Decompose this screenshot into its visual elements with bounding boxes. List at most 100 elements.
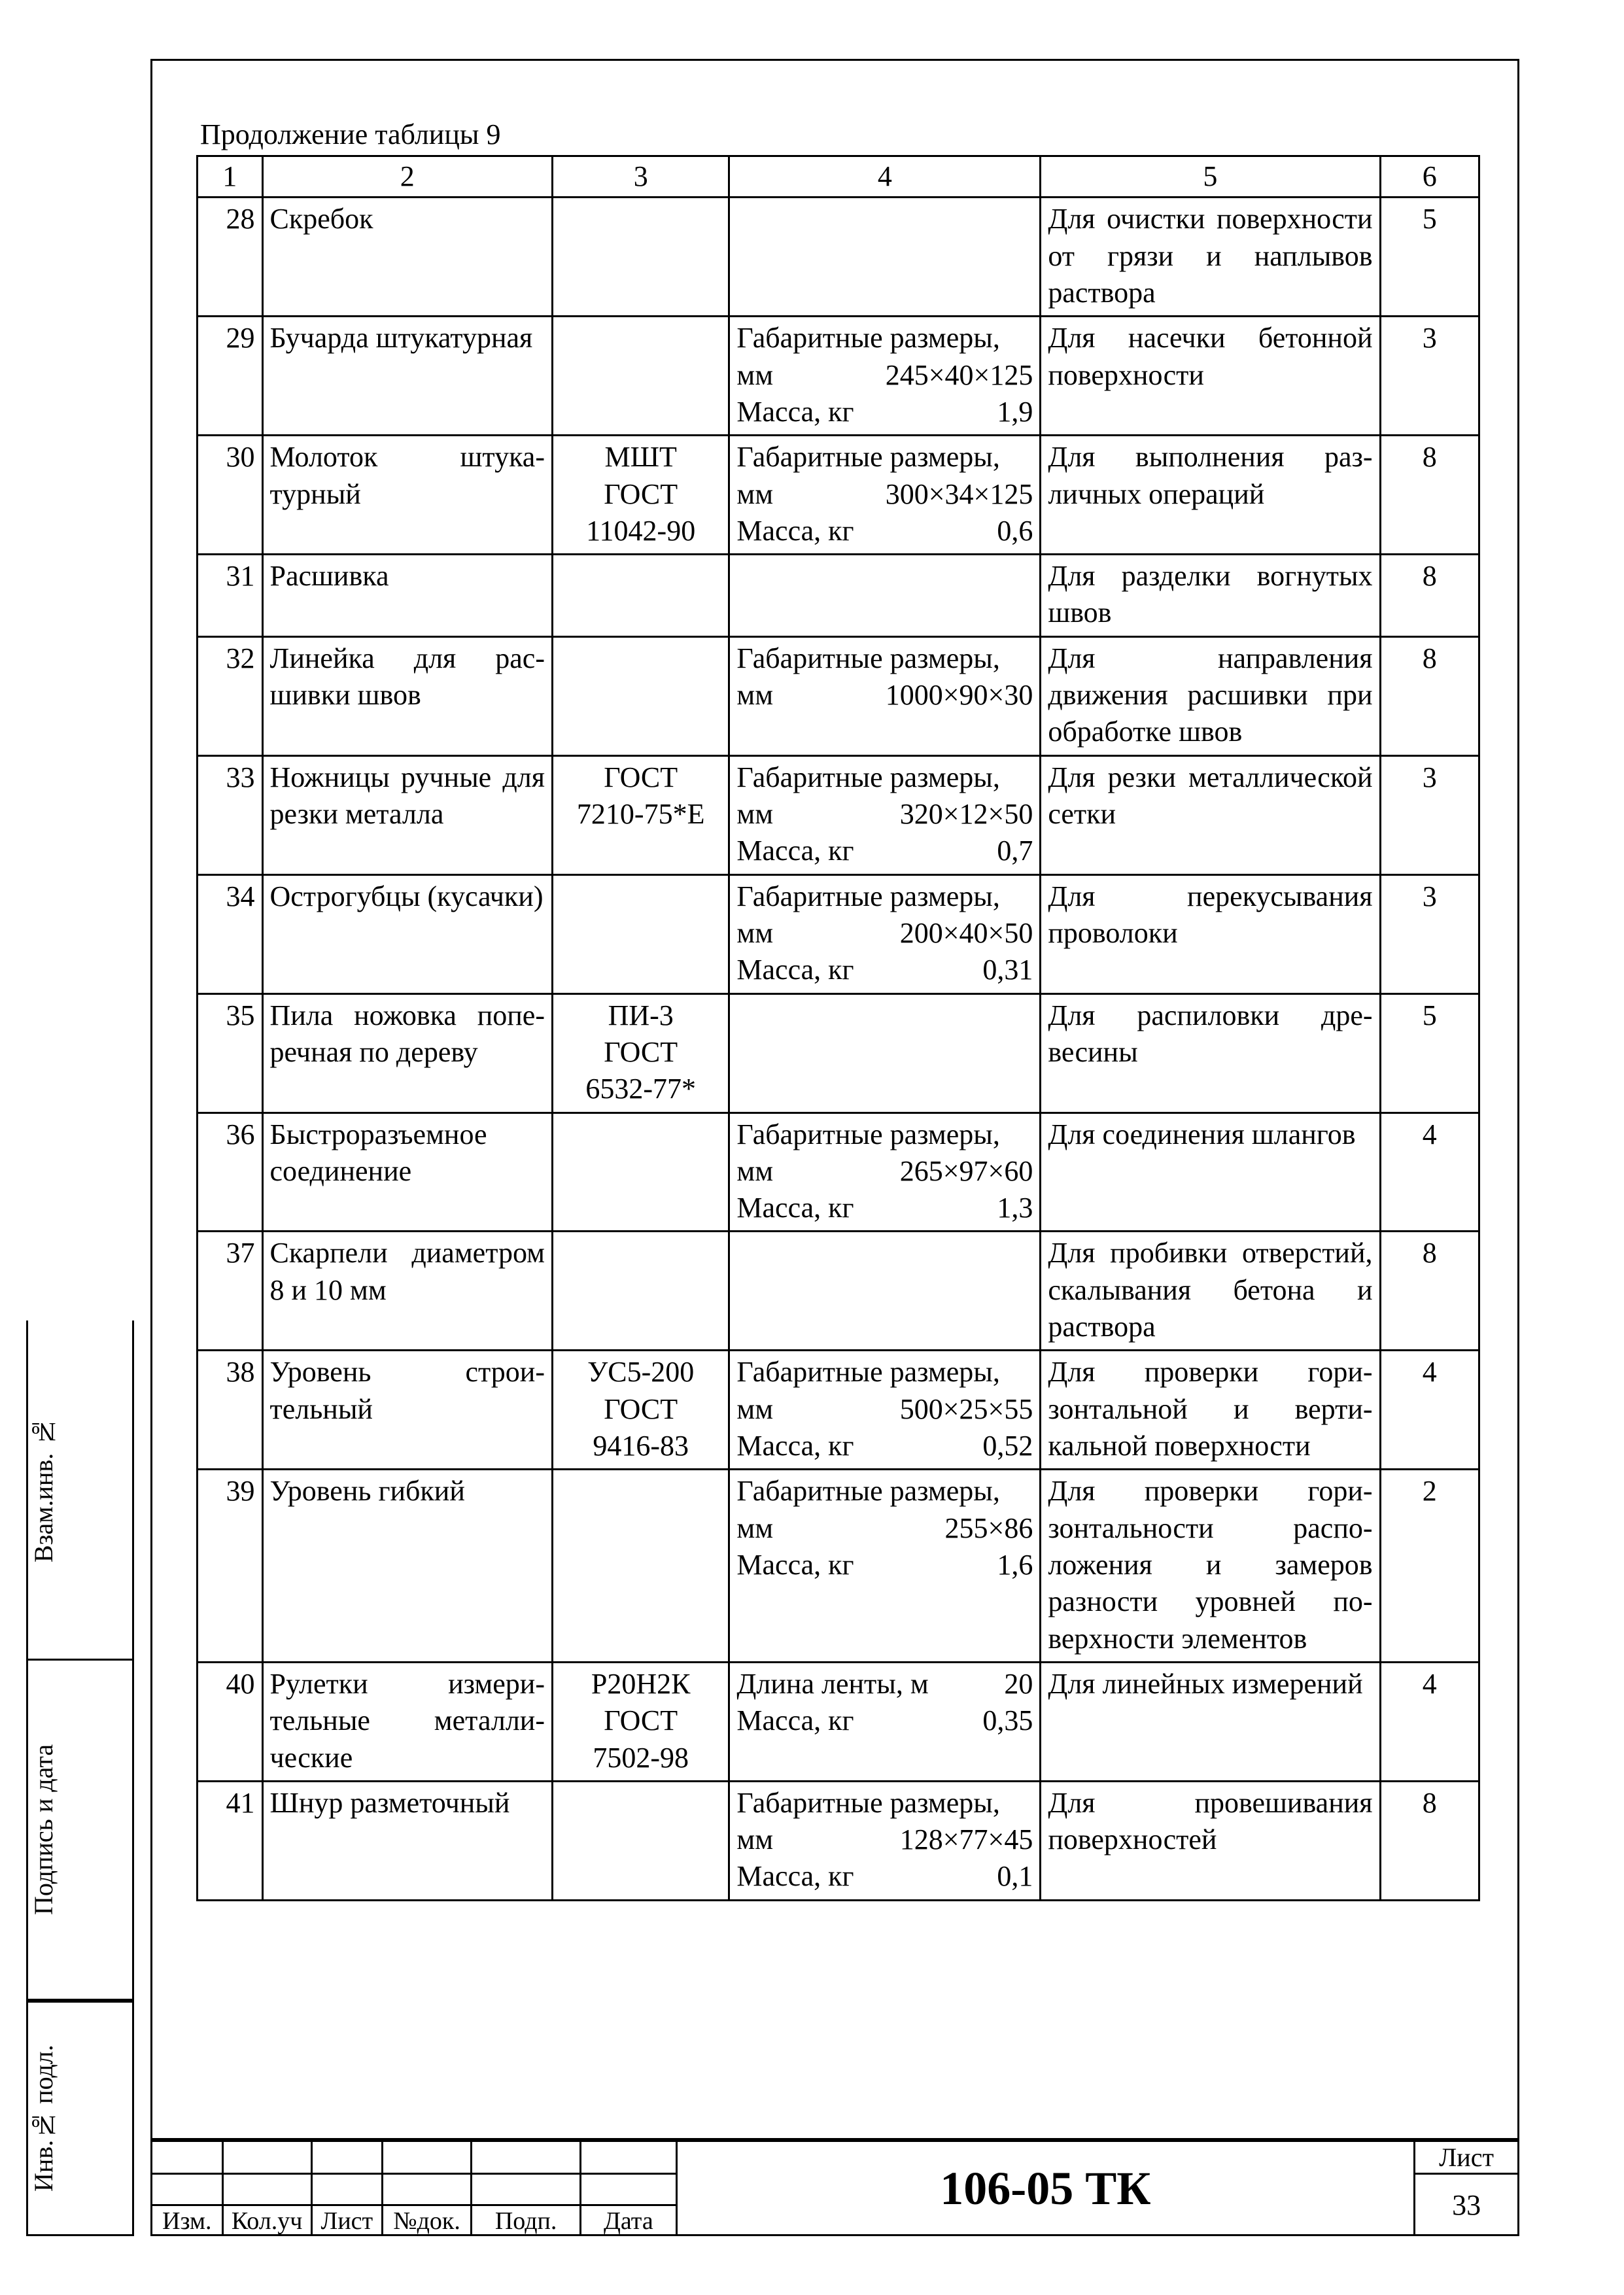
stamp-cell: Лист <box>311 2205 383 2236</box>
item-purpose: Для насечки бетон­ной поверхности <box>1041 317 1380 436</box>
row-number: 29 <box>198 317 263 436</box>
item-purpose: Для направления движения расшивки при об… <box>1041 636 1380 755</box>
item-qty: 8 <box>1380 555 1479 637</box>
item-standard: Р20Н2КГОСТ7502-98 <box>552 1662 729 1781</box>
table-row: 41Шнур разметоч­ныйГабаритные размеры,мм… <box>198 1781 1479 1900</box>
side-box-vzam: Взам.инв. № <box>26 1320 134 1661</box>
item-standard <box>552 1113 729 1232</box>
stamp-cell <box>311 2173 383 2205</box>
stamp-cell <box>383 2141 472 2173</box>
table-row: 31Расшивка Для разделки вогну­тых швов8 <box>198 555 1479 637</box>
stamp-cell <box>152 2141 223 2173</box>
table-row: 29Бучарда штукатур­наяГабаритные размеры… <box>198 317 1479 436</box>
stamp-cell <box>222 2141 311 2173</box>
title-block: 106-05 ТК Лист 33 Изм. Кол.уч Лист №док.… <box>150 2138 1519 2237</box>
stamp-cell <box>311 2141 383 2173</box>
stamp-cell <box>472 2141 581 2173</box>
side-label: Взам.инв. № <box>28 1334 59 1646</box>
table-row: 40Рулетки измери­тельные металли­ческиеР… <box>198 1662 1479 1781</box>
table-row: 39Уровень гибкий Габаритные размеры,мм255… <box>198 1470 1479 1663</box>
item-qty: 3 <box>1380 755 1479 874</box>
item-dimensions: Габаритные размеры,мм128×77×45Масса, кг0… <box>729 1781 1041 1900</box>
side-box-inv: Инв.№ подл. <box>26 2001 134 2236</box>
item-purpose: Для распиловки дре­весины <box>1041 993 1380 1113</box>
item-dimensions <box>729 198 1041 317</box>
item-dimensions <box>729 1232 1041 1351</box>
item-purpose: Для выполнения раз­личных операций <box>1041 436 1380 555</box>
table-row: 36Быстроразъемное соединениеГабаритные р… <box>198 1113 1479 1232</box>
stamp-cell <box>581 2173 676 2205</box>
item-name: Расшивка <box>262 555 552 637</box>
item-name: Рулетки измери­тельные металли­ческие <box>262 1662 552 1781</box>
item-qty: 8 <box>1380 1232 1479 1351</box>
content-area: Продолжение таблицы 9 1 2 3 4 5 6 28Скре… <box>196 118 1480 1901</box>
item-name: Скребок <box>262 198 552 317</box>
item-standard <box>552 1232 729 1351</box>
item-standard: УС5-200ГОСТ9416-83 <box>552 1351 729 1470</box>
row-number: 41 <box>198 1781 263 1900</box>
item-dimensions: Габаритные размеры,мм320×12×50Масса, кг0… <box>729 755 1041 874</box>
row-number: 34 <box>198 874 263 993</box>
item-purpose: Для линейных изме­рений <box>1041 1662 1380 1781</box>
row-number: 35 <box>198 993 263 1113</box>
item-standard <box>552 1781 729 1900</box>
item-standard <box>552 198 729 317</box>
side-title-stack: Инв.№ подл. Подпись и дата Взам.инв. № <box>26 1320 134 2236</box>
stamp-cell: Кол.уч <box>222 2205 311 2236</box>
stamp-cell: Дата <box>581 2205 676 2236</box>
item-purpose: Для разделки вогну­тых швов <box>1041 555 1380 637</box>
item-dimensions: Длина ленты, м20Масса, кг0,35 <box>729 1662 1041 1781</box>
sheet-label: Лист <box>1415 2141 1519 2173</box>
item-purpose: Для резки металли­ческой сетки <box>1041 755 1380 874</box>
item-dimensions: Габаритные размеры,мм300×34×125Масса, кг… <box>729 436 1041 555</box>
item-name: Пила ножовка попе­речная по дереву <box>262 993 552 1113</box>
table-row: 35Пила ножовка попе­речная по деревуПИ-3… <box>198 993 1479 1113</box>
stamp-cell: №док. <box>383 2205 472 2236</box>
side-label: Инв.№ подл. <box>28 2016 59 2221</box>
stamp-cell: Изм. <box>152 2205 223 2236</box>
row-number: 31 <box>198 555 263 637</box>
table-header-row: 1 2 3 4 5 6 <box>198 156 1479 198</box>
item-standard <box>552 1470 729 1663</box>
item-dimensions <box>729 993 1041 1113</box>
item-name: Линейка для рас­шивки швов <box>262 636 552 755</box>
row-number: 37 <box>198 1232 263 1351</box>
item-qty: 5 <box>1380 198 1479 317</box>
table-row: 34Острогубцы (ку­сачки) Габаритные размер… <box>198 874 1479 993</box>
row-number: 39 <box>198 1470 263 1663</box>
table-row: 38Уровень строи­тельныйУС5-200ГОСТ9416-8… <box>198 1351 1479 1470</box>
item-standard: МШТГОСТ11042-90 <box>552 436 729 555</box>
item-purpose: Для очистки поверхно­сти от грязи и напл… <box>1041 198 1380 317</box>
item-dimensions: Габаритные размеры,мм500×25×55Масса, кг0… <box>729 1351 1041 1470</box>
side-box-sign: Подпись и дата <box>26 1661 134 2001</box>
item-standard: ГОСТ7210-75*Е <box>552 755 729 874</box>
item-name: Уровень гибкий <box>262 1470 552 1663</box>
item-purpose: Для проверки гори­зонтальности распо­лож… <box>1041 1470 1380 1663</box>
item-standard <box>552 317 729 436</box>
item-qty: 4 <box>1380 1351 1479 1470</box>
item-purpose: Для проверки гори­зонтальной и верти­кал… <box>1041 1351 1380 1470</box>
table-row: 28СкребокДля очистки поверхно­сти от гря… <box>198 198 1479 317</box>
col-header: 2 <box>262 156 552 198</box>
table-row: 33Ножницы ручные для резки металлаГОСТ72… <box>198 755 1479 874</box>
item-qty: 8 <box>1380 636 1479 755</box>
item-name: Острогубцы (ку­сачки) <box>262 874 552 993</box>
stamp-cell <box>472 2173 581 2205</box>
item-standard <box>552 874 729 993</box>
table-row: 37Скарпели диамет­ром 8 и 10 ммДля проби… <box>198 1232 1479 1351</box>
table-row: 30Молоток штука­турныйМШТГОСТ11042-90Габ… <box>198 436 1479 555</box>
item-standard <box>552 555 729 637</box>
item-dimensions: Габаритные размеры,мм255×86Масса, кг1,6 <box>729 1470 1041 1663</box>
row-number: 32 <box>198 636 263 755</box>
item-dimensions: Габаритные размеры,мм200×40×50Масса, кг0… <box>729 874 1041 993</box>
stamp-table: 106-05 ТК Лист 33 Изм. Кол.уч Лист №док.… <box>150 2140 1519 2237</box>
row-number: 36 <box>198 1113 263 1232</box>
row-number: 38 <box>198 1351 263 1470</box>
item-name: Бучарда штукатур­ная <box>262 317 552 436</box>
item-purpose: Для соединения шлангов <box>1041 1113 1380 1232</box>
document-code: 106-05 ТК <box>676 2141 1415 2236</box>
item-purpose: Для перекусывания проволоки <box>1041 874 1380 993</box>
page: Продолжение таблицы 9 1 2 3 4 5 6 28Скре… <box>0 0 1624 2295</box>
item-purpose: Для провешивания поверхностей <box>1041 1781 1380 1900</box>
col-header: 5 <box>1041 156 1380 198</box>
